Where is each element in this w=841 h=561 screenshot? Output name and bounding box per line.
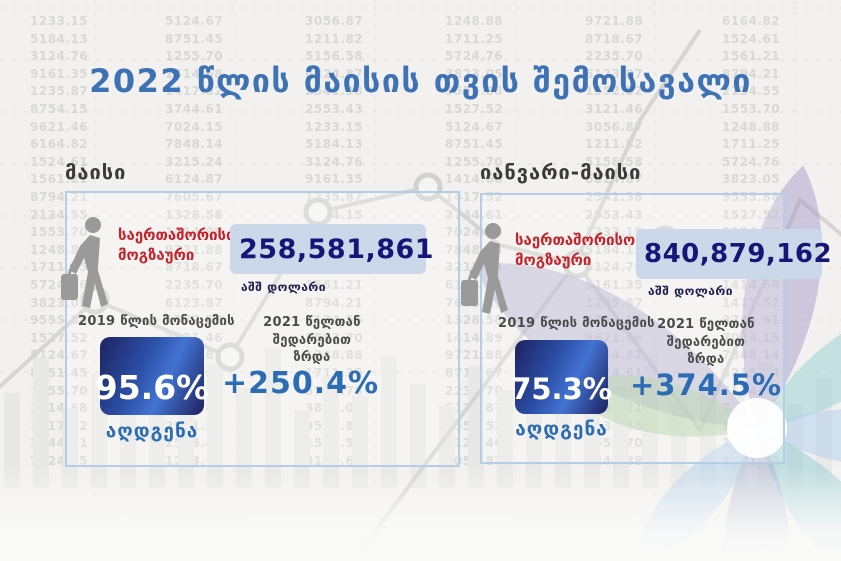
- growth-percent-value: +374.5%: [629, 368, 783, 402]
- recovery-label: 2019 წლის მონაცემის: [498, 316, 655, 331]
- amount-plate: [230, 224, 426, 274]
- traveler-label: საერთაშორისო მოგზაური: [515, 231, 645, 270]
- panel-janmay-header: იანვარი-მაისი: [480, 160, 642, 184]
- traveler-label-line2: მოგზაური: [118, 245, 195, 264]
- currency-label: აშშ დოლარი: [241, 280, 327, 294]
- page-title: 2022 წლის მაისის თვის შემოსავალი: [89, 62, 752, 100]
- growth-label-line2: ზრდა: [293, 350, 331, 366]
- traveler-label-line2: მოგზაური: [515, 250, 592, 269]
- amount-plate: [636, 229, 822, 279]
- traveler-label: საერთაშორისო მოგზაური: [118, 226, 258, 265]
- traveler-label-line1: საერთაშორისო: [515, 231, 636, 249]
- currency-label: აშშ დოლარი: [648, 284, 734, 298]
- recovery-percent-box: 75.3%: [511, 340, 612, 414]
- recovery-label: 2019 წლის მონაცემის: [78, 314, 235, 329]
- recovery-percent-value: 75.3%: [511, 372, 612, 406]
- amount-value: 258,581,861: [239, 234, 435, 265]
- recovery-percent-box: 95.6%: [95, 337, 209, 415]
- growth-label-line1: 2021 წელთან შედარებით: [263, 315, 361, 348]
- growth-label: 2021 წელთან შედარებით ზრდა: [630, 316, 782, 369]
- traveler-icon: [61, 217, 108, 308]
- growth-percent-value: +250.4%: [222, 366, 380, 401]
- recovery-caption: აღდგენა: [105, 420, 199, 442]
- traveler-icon: [461, 223, 508, 314]
- traveler-label-line1: საერთაშორისო: [118, 226, 239, 244]
- amount-value: 840,879,162: [644, 239, 833, 269]
- recovery-percent-value: 95.6%: [94, 368, 210, 407]
- panel-may-header: მაისი: [65, 160, 127, 184]
- growth-label-line2: ზრდა: [687, 352, 725, 368]
- recovery-caption: აღდგენა: [515, 418, 608, 440]
- growth-label-line1: 2021 წელთან შედარებით: [657, 317, 755, 350]
- growth-label: 2021 წელთან შედარებით ზრდა: [228, 314, 396, 367]
